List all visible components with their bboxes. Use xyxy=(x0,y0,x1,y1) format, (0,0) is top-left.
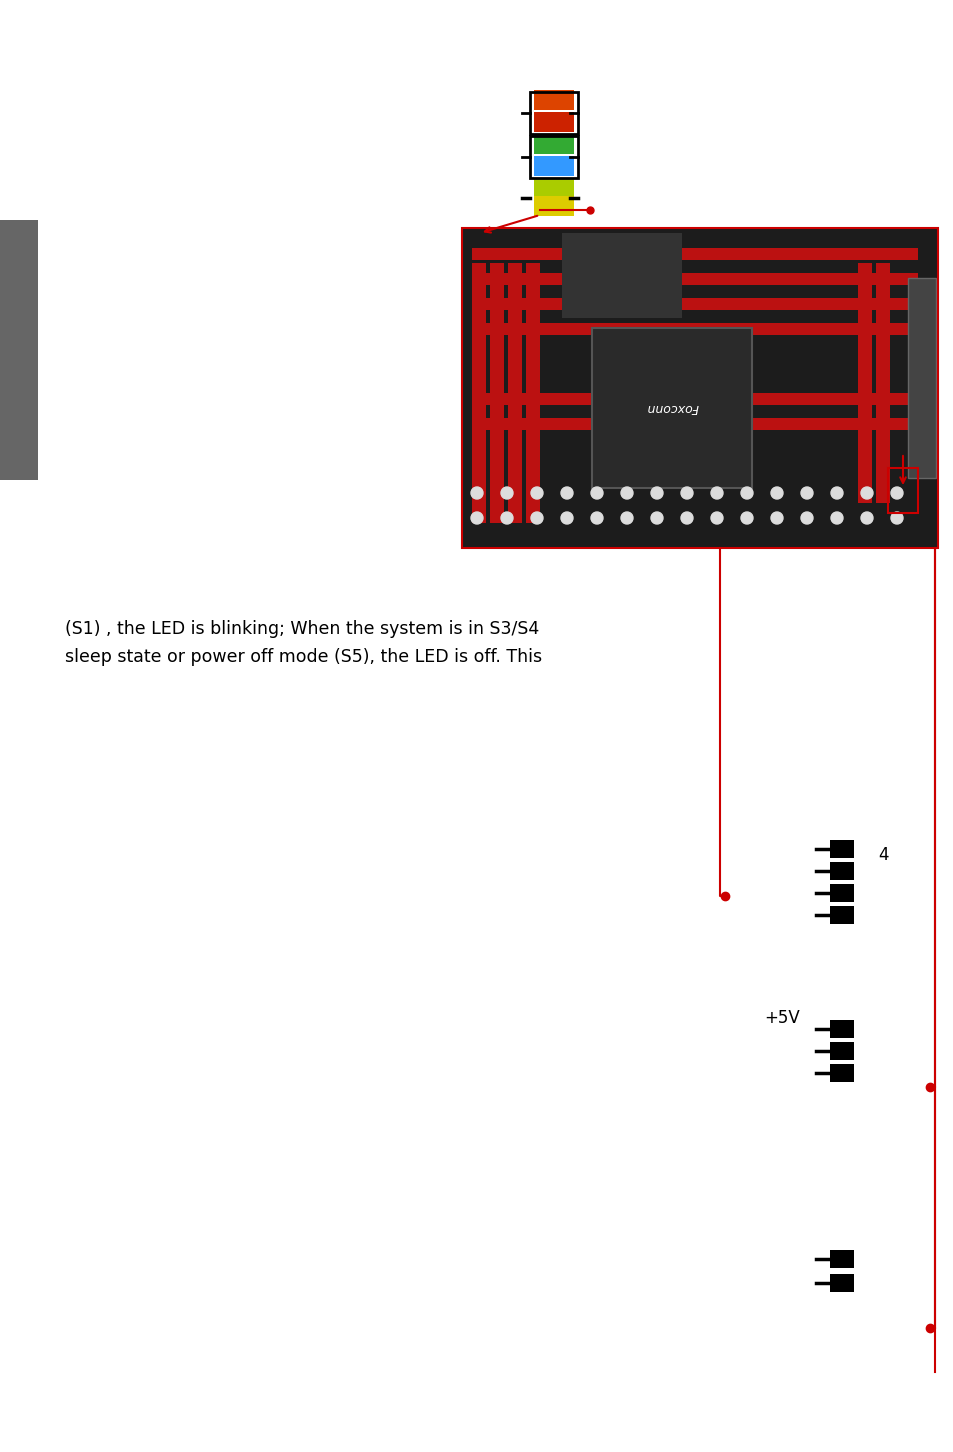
Bar xyxy=(472,248,917,260)
Bar xyxy=(829,1250,853,1268)
Bar xyxy=(829,1064,853,1082)
Text: (S1) , the LED is blinking; When the system is in S3/S4: (S1) , the LED is blinking; When the sys… xyxy=(65,620,538,637)
Bar xyxy=(829,841,853,858)
Circle shape xyxy=(590,486,602,499)
Circle shape xyxy=(710,486,722,499)
Circle shape xyxy=(500,486,513,499)
Circle shape xyxy=(861,486,872,499)
Circle shape xyxy=(500,513,513,524)
Bar xyxy=(829,1043,853,1060)
Circle shape xyxy=(471,486,482,499)
Circle shape xyxy=(531,513,542,524)
Bar xyxy=(472,322,917,335)
Circle shape xyxy=(620,486,633,499)
Circle shape xyxy=(770,513,782,524)
Circle shape xyxy=(560,486,573,499)
Bar xyxy=(875,263,889,502)
Circle shape xyxy=(740,486,752,499)
Circle shape xyxy=(650,513,662,524)
Circle shape xyxy=(801,513,812,524)
Text: sleep state or power off mode (S5), the LED is off. This: sleep state or power off mode (S5), the … xyxy=(65,648,541,666)
Bar xyxy=(534,90,574,110)
Bar xyxy=(534,179,574,197)
Bar xyxy=(472,263,485,523)
Bar xyxy=(592,328,751,488)
Bar xyxy=(461,228,937,547)
Circle shape xyxy=(680,486,692,499)
Bar xyxy=(530,91,578,134)
Bar xyxy=(907,277,935,478)
Circle shape xyxy=(861,513,872,524)
Circle shape xyxy=(590,513,602,524)
Circle shape xyxy=(890,486,902,499)
Bar xyxy=(472,298,917,309)
Circle shape xyxy=(620,513,633,524)
Circle shape xyxy=(531,486,542,499)
Circle shape xyxy=(830,513,842,524)
Circle shape xyxy=(471,513,482,524)
Bar xyxy=(829,1019,853,1038)
Text: Foxconn: Foxconn xyxy=(645,402,698,414)
Bar xyxy=(534,112,574,132)
Circle shape xyxy=(680,513,692,524)
Bar xyxy=(507,263,521,523)
Bar xyxy=(525,263,539,523)
Bar xyxy=(534,196,574,216)
Circle shape xyxy=(560,513,573,524)
Bar xyxy=(857,263,871,502)
Bar xyxy=(472,418,917,430)
Bar xyxy=(829,906,853,923)
Bar xyxy=(829,862,853,880)
Bar xyxy=(829,884,853,902)
Circle shape xyxy=(740,513,752,524)
Bar xyxy=(490,263,503,523)
Text: +5V: +5V xyxy=(763,1009,800,1027)
Circle shape xyxy=(801,486,812,499)
Bar xyxy=(472,273,917,285)
Circle shape xyxy=(830,486,842,499)
Bar xyxy=(472,393,917,405)
Bar xyxy=(461,228,937,547)
Text: 4: 4 xyxy=(877,847,887,864)
Circle shape xyxy=(890,513,902,524)
Circle shape xyxy=(650,486,662,499)
Bar xyxy=(534,155,574,176)
Circle shape xyxy=(710,513,722,524)
Bar xyxy=(530,136,578,179)
Bar xyxy=(534,134,574,154)
Circle shape xyxy=(770,486,782,499)
Bar xyxy=(0,221,38,481)
Bar xyxy=(887,468,917,513)
Bar xyxy=(829,1273,853,1292)
Bar xyxy=(561,232,681,318)
